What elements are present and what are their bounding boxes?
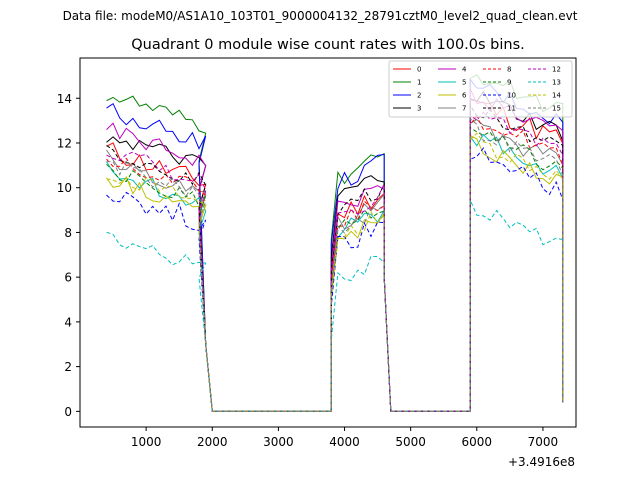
y-tick-label: 12 — [57, 136, 72, 150]
y-tick-label: 2 — [64, 360, 72, 374]
series-line-13 — [106, 199, 564, 412]
y-tick-label: 8 — [64, 226, 72, 240]
series-line-15 — [106, 117, 564, 412]
x-tick-label: 3000 — [263, 435, 294, 449]
legend-label: 9 — [507, 79, 511, 87]
legend-entry: 11 — [483, 105, 516, 113]
x-axis: 1000 2000 3000 4000 5000 6000 7000 — [131, 427, 558, 449]
plot-frame — [79, 57, 577, 428]
series-line-4 — [106, 88, 564, 412]
x-tick-label: 6000 — [462, 435, 493, 449]
y-tick-label: 4 — [64, 315, 72, 329]
series-line-8 — [106, 115, 564, 412]
legend-label: 13 — [552, 79, 561, 87]
series-line-3 — [106, 90, 564, 412]
legend-label: 4 — [462, 66, 467, 74]
legend-label: 1 — [417, 79, 421, 87]
legend-label: 5 — [462, 79, 466, 87]
x-offset-label: +3.4916e8 — [508, 455, 575, 469]
legend-label: 8 — [507, 66, 511, 74]
legend-entry: 9 — [483, 79, 511, 87]
plot-series — [106, 74, 564, 412]
legend-entry: 12 — [528, 66, 561, 74]
series-line-0 — [106, 98, 564, 412]
y-tick-label: 14 — [57, 92, 72, 106]
x-tick-label: 2000 — [197, 435, 228, 449]
legend-entry: 14 — [528, 92, 561, 100]
file-title: Data file: modeM0/AS1A10_103T01_90000041… — [63, 9, 578, 23]
series-line-14 — [106, 132, 564, 412]
legend-label: 7 — [462, 105, 466, 113]
legend-entry: 13 — [528, 79, 561, 87]
legend-entry: 15 — [528, 105, 561, 113]
x-tick-label: 4000 — [329, 435, 360, 449]
series-line-7 — [106, 118, 564, 412]
x-tick-label: 5000 — [395, 435, 426, 449]
series-line-11 — [106, 103, 564, 412]
series-line-10 — [106, 147, 564, 412]
series-line-6 — [106, 134, 564, 412]
legend-entry: 6 — [438, 92, 467, 100]
y-tick-label: 0 — [64, 405, 72, 419]
legend-entry: 7 — [438, 105, 466, 113]
y-axis: 0 2 4 6 8 10 12 14 — [57, 92, 80, 419]
legend-box — [388, 60, 573, 118]
legend-entry: 8 — [483, 66, 511, 74]
legend-label: 14 — [552, 92, 561, 100]
y-tick-label: 6 — [64, 271, 72, 285]
legend-label: 2 — [417, 92, 421, 100]
legend-label: 15 — [552, 105, 561, 113]
legend-label: 11 — [507, 105, 516, 113]
legend-entry: 0 — [393, 66, 421, 74]
legend-label: 10 — [507, 92, 516, 100]
legend-entry: 10 — [483, 92, 516, 100]
legend-entry: 3 — [393, 105, 421, 113]
legend-entry: 2 — [393, 92, 421, 100]
x-tick-label: 1000 — [131, 435, 162, 449]
legend-label: 12 — [552, 66, 561, 74]
legend-entry: 4 — [438, 66, 467, 74]
legend-label: 6 — [462, 92, 467, 100]
y-tick-label: 10 — [57, 181, 72, 195]
legend-label: 3 — [417, 105, 421, 113]
chart-title: Quadrant 0 module wise count rates with … — [131, 37, 525, 53]
series-line-9 — [106, 126, 564, 412]
legend-entry: 5 — [438, 79, 466, 87]
x-tick-label: 7000 — [528, 435, 559, 449]
legend-label: 0 — [417, 66, 421, 74]
legend-entry: 1 — [393, 79, 421, 87]
